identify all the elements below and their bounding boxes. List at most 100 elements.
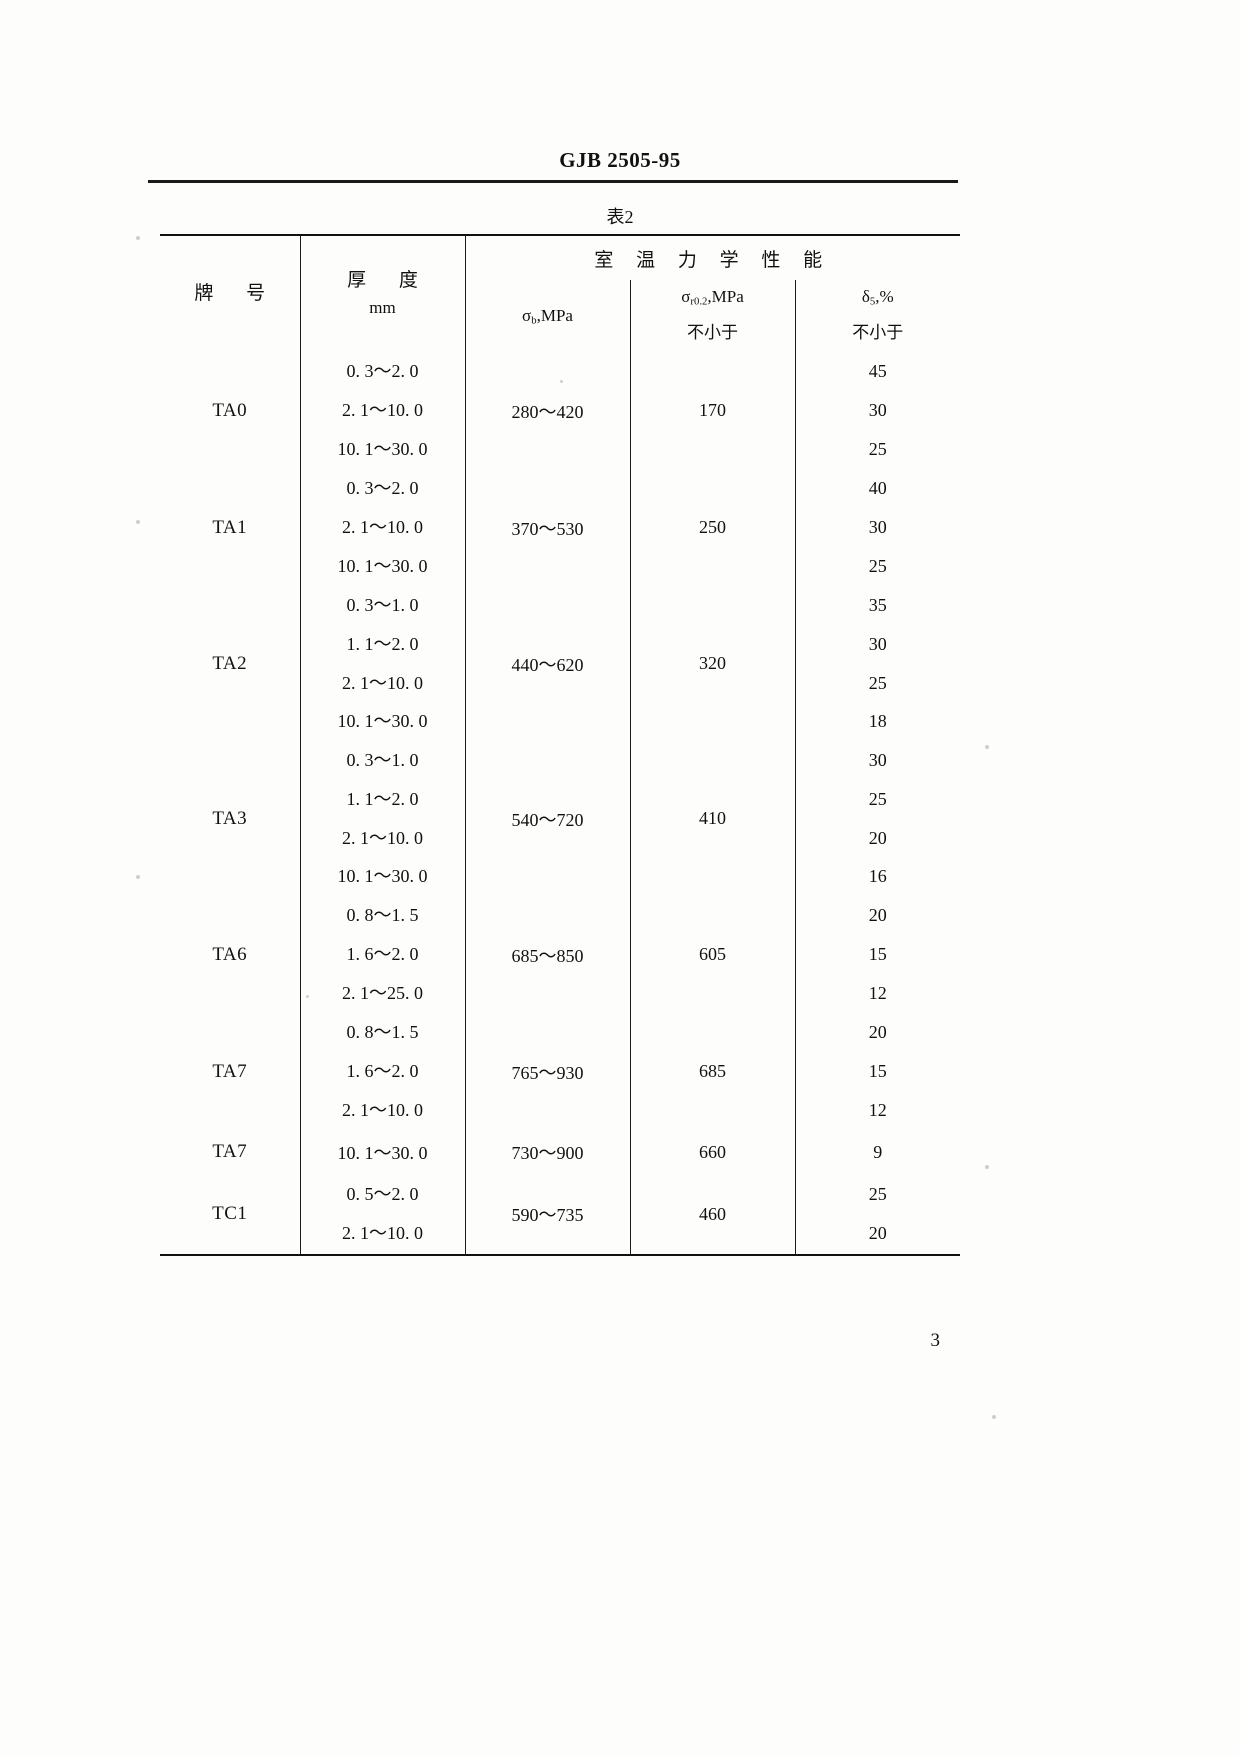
delta-symbol: δ <box>861 287 870 307</box>
table-row: TA2 0. 3～1. 0 1. 1～2. 0 2. 1～10. 0 10. 1… <box>160 586 961 741</box>
elongation-value: 25 <box>868 672 887 693</box>
table-row: TC1 0. 5～2. 0 2. 1～10. 0 590～735 460 25 … <box>160 1174 961 1256</box>
grade-value: TA7 <box>212 1060 248 1082</box>
thickness-value: 2. 1～10. 0 <box>342 827 423 848</box>
grade-value: TC1 <box>212 1203 248 1224</box>
thickness-value: 1. 6～2. 0 <box>346 1061 419 1082</box>
thickness-value: 2. 1～25. 0 <box>342 982 423 1003</box>
header-rule <box>148 180 958 183</box>
thickness-value: 10. 1～30. 0 <box>337 711 428 732</box>
elongation-value: 40 <box>868 478 887 499</box>
header-room-temp-properties: 室 温 力 学 性 能 <box>464 234 961 280</box>
thickness-value: 0. 3～2. 0 <box>346 361 419 382</box>
grade-value: TA1 <box>212 516 248 538</box>
header-yield-strength: σr0.2,MPa <box>629 280 796 314</box>
elongation-value: 30 <box>868 400 887 421</box>
cell-grade: TA6 <box>160 896 301 1013</box>
header-elongation-note: 不小于 <box>794 314 961 352</box>
elongation-value: 20 <box>868 905 887 926</box>
cell-yield-strength: 320 <box>629 586 796 741</box>
header-grade-label: 牌 号 <box>194 283 280 305</box>
cell-elongation: 35 30 25 18 <box>794 586 961 741</box>
thickness-value: 2. 1～10. 0 <box>342 1223 423 1243</box>
cell-elongation: 20 15 12 <box>794 896 961 1013</box>
table-row: TA0 0. 3～2. 0 2. 1～10. 0 10. 1～30. 0 280… <box>160 352 961 469</box>
standard-header: GJB 2505-95 <box>559 148 681 172</box>
yield-value: 660 <box>699 1141 726 1162</box>
elongation-value: 30 <box>868 517 887 538</box>
table-row: TA7 0. 8～1. 5 1. 6～2. 0 2. 1～10. 0 765～9… <box>160 1013 961 1130</box>
scan-speckle <box>985 745 989 749</box>
elongation-value: 12 <box>868 1099 887 1120</box>
mechanical-properties-table: 牌 号 厚 度 mm 室 温 力 学 性 能 σb,MPa σr0.2,MPa <box>160 234 961 1256</box>
cell-elongation: 30 25 20 16 <box>794 741 961 896</box>
thickness-value: 1. 1～2. 0 <box>346 633 419 654</box>
cell-yield-strength: 170 <box>629 352 796 469</box>
grade-value: TA2 <box>212 652 248 674</box>
cell-tensile-strength: 370～530 <box>464 469 631 586</box>
elongation-value: 30 <box>868 750 887 771</box>
cell-elongation: 20 15 12 <box>794 1013 961 1130</box>
thickness-value: 2. 1～10. 0 <box>342 672 423 693</box>
header-thickness: 厚 度 mm <box>299 234 466 352</box>
grade-value: TA7 <box>212 1141 248 1162</box>
thickness-value: 0. 3～1. 0 <box>346 750 419 771</box>
yield-value: 460 <box>699 1203 726 1224</box>
header-elongation-note-label: 不小于 <box>852 323 904 343</box>
yield-value: 170 <box>699 400 726 420</box>
cell-yield-strength: 410 <box>629 741 796 896</box>
delta-5-subscript: 5 <box>869 295 876 308</box>
cell-thickness: 10. 1～30. 0 <box>299 1130 466 1174</box>
table-row: TA3 0. 3～1. 0 1. 1～2. 0 2. 1～10. 0 10. 1… <box>160 741 961 896</box>
cell-yield-strength: 460 <box>629 1174 796 1256</box>
scan-speckle <box>985 1165 989 1169</box>
scan-speckle <box>136 236 140 240</box>
cell-yield-strength: 605 <box>629 896 796 1013</box>
table-subheader-note-row: 不小于 不小于 <box>160 314 961 352</box>
elongation-value: 18 <box>868 711 887 732</box>
header-elongation: δ5,% <box>794 280 961 314</box>
elongation-value: 25 <box>868 438 887 459</box>
elongation-value: 25 <box>868 788 887 809</box>
scan-speckle <box>136 520 140 524</box>
header-grade: 牌 号 <box>160 234 301 352</box>
cell-grade: TA0 <box>160 352 301 469</box>
thickness-value: 2. 1～10. 0 <box>342 1099 423 1120</box>
sigma-b-subscript: b <box>531 314 537 327</box>
elongation-value: 45 <box>868 361 887 382</box>
scan-speckle <box>560 380 563 383</box>
header-yield-strength-label: σr0.2,MPa <box>681 287 744 308</box>
cell-tensile-strength: 590～735 <box>464 1174 631 1256</box>
thickness-value: 0. 3～1. 0 <box>346 595 419 616</box>
yield-value: 410 <box>699 808 726 828</box>
elongation-value: 15 <box>868 1061 887 1082</box>
elongation-value: 25 <box>868 555 887 576</box>
elongation-value: 15 <box>868 944 887 965</box>
cell-thickness: 0. 8～1. 5 1. 6～2. 0 2. 1～25. 0 <box>299 896 466 1013</box>
scan-speckle <box>992 1415 996 1419</box>
header-room-temp-properties-label: 室 温 力 学 性 能 <box>594 249 832 271</box>
tensile-unit: ,MPa <box>536 306 573 326</box>
table-row: TA7 10. 1～30. 0 730～900 660 9 <box>160 1130 961 1174</box>
grade-value: TA3 <box>212 807 248 829</box>
yield-value: 250 <box>699 517 726 537</box>
cell-elongation: 9 <box>794 1130 961 1174</box>
tensile-value: 280～420 <box>511 401 584 422</box>
elongation-value: 25 <box>868 1184 887 1205</box>
tensile-value: 685～850 <box>511 945 584 966</box>
yield-value: 320 <box>699 653 726 673</box>
tensile-value: 765～930 <box>511 1062 584 1083</box>
yield-value: 605 <box>699 944 726 964</box>
tensile-value: 540～720 <box>511 809 584 830</box>
elongation-value: 35 <box>868 595 887 616</box>
thickness-value: 10. 1～30. 0 <box>337 438 428 459</box>
thickness-value: 0. 5～2. 0 <box>346 1184 419 1205</box>
cell-yield-strength: 250 <box>629 469 796 586</box>
spec-table-wrapper: 牌 号 厚 度 mm 室 温 力 学 性 能 σb,MPa σr0.2,MPa <box>160 234 961 1256</box>
elongation-value: 9 <box>873 1141 883 1162</box>
cell-grade: TA1 <box>160 469 301 586</box>
cell-thickness: 0. 3～2. 0 2. 1～10. 0 10. 1～30. 0 <box>299 469 466 586</box>
thickness-value: 10. 1～30. 0 <box>337 1143 428 1163</box>
elongation-value: 20 <box>868 1223 887 1243</box>
